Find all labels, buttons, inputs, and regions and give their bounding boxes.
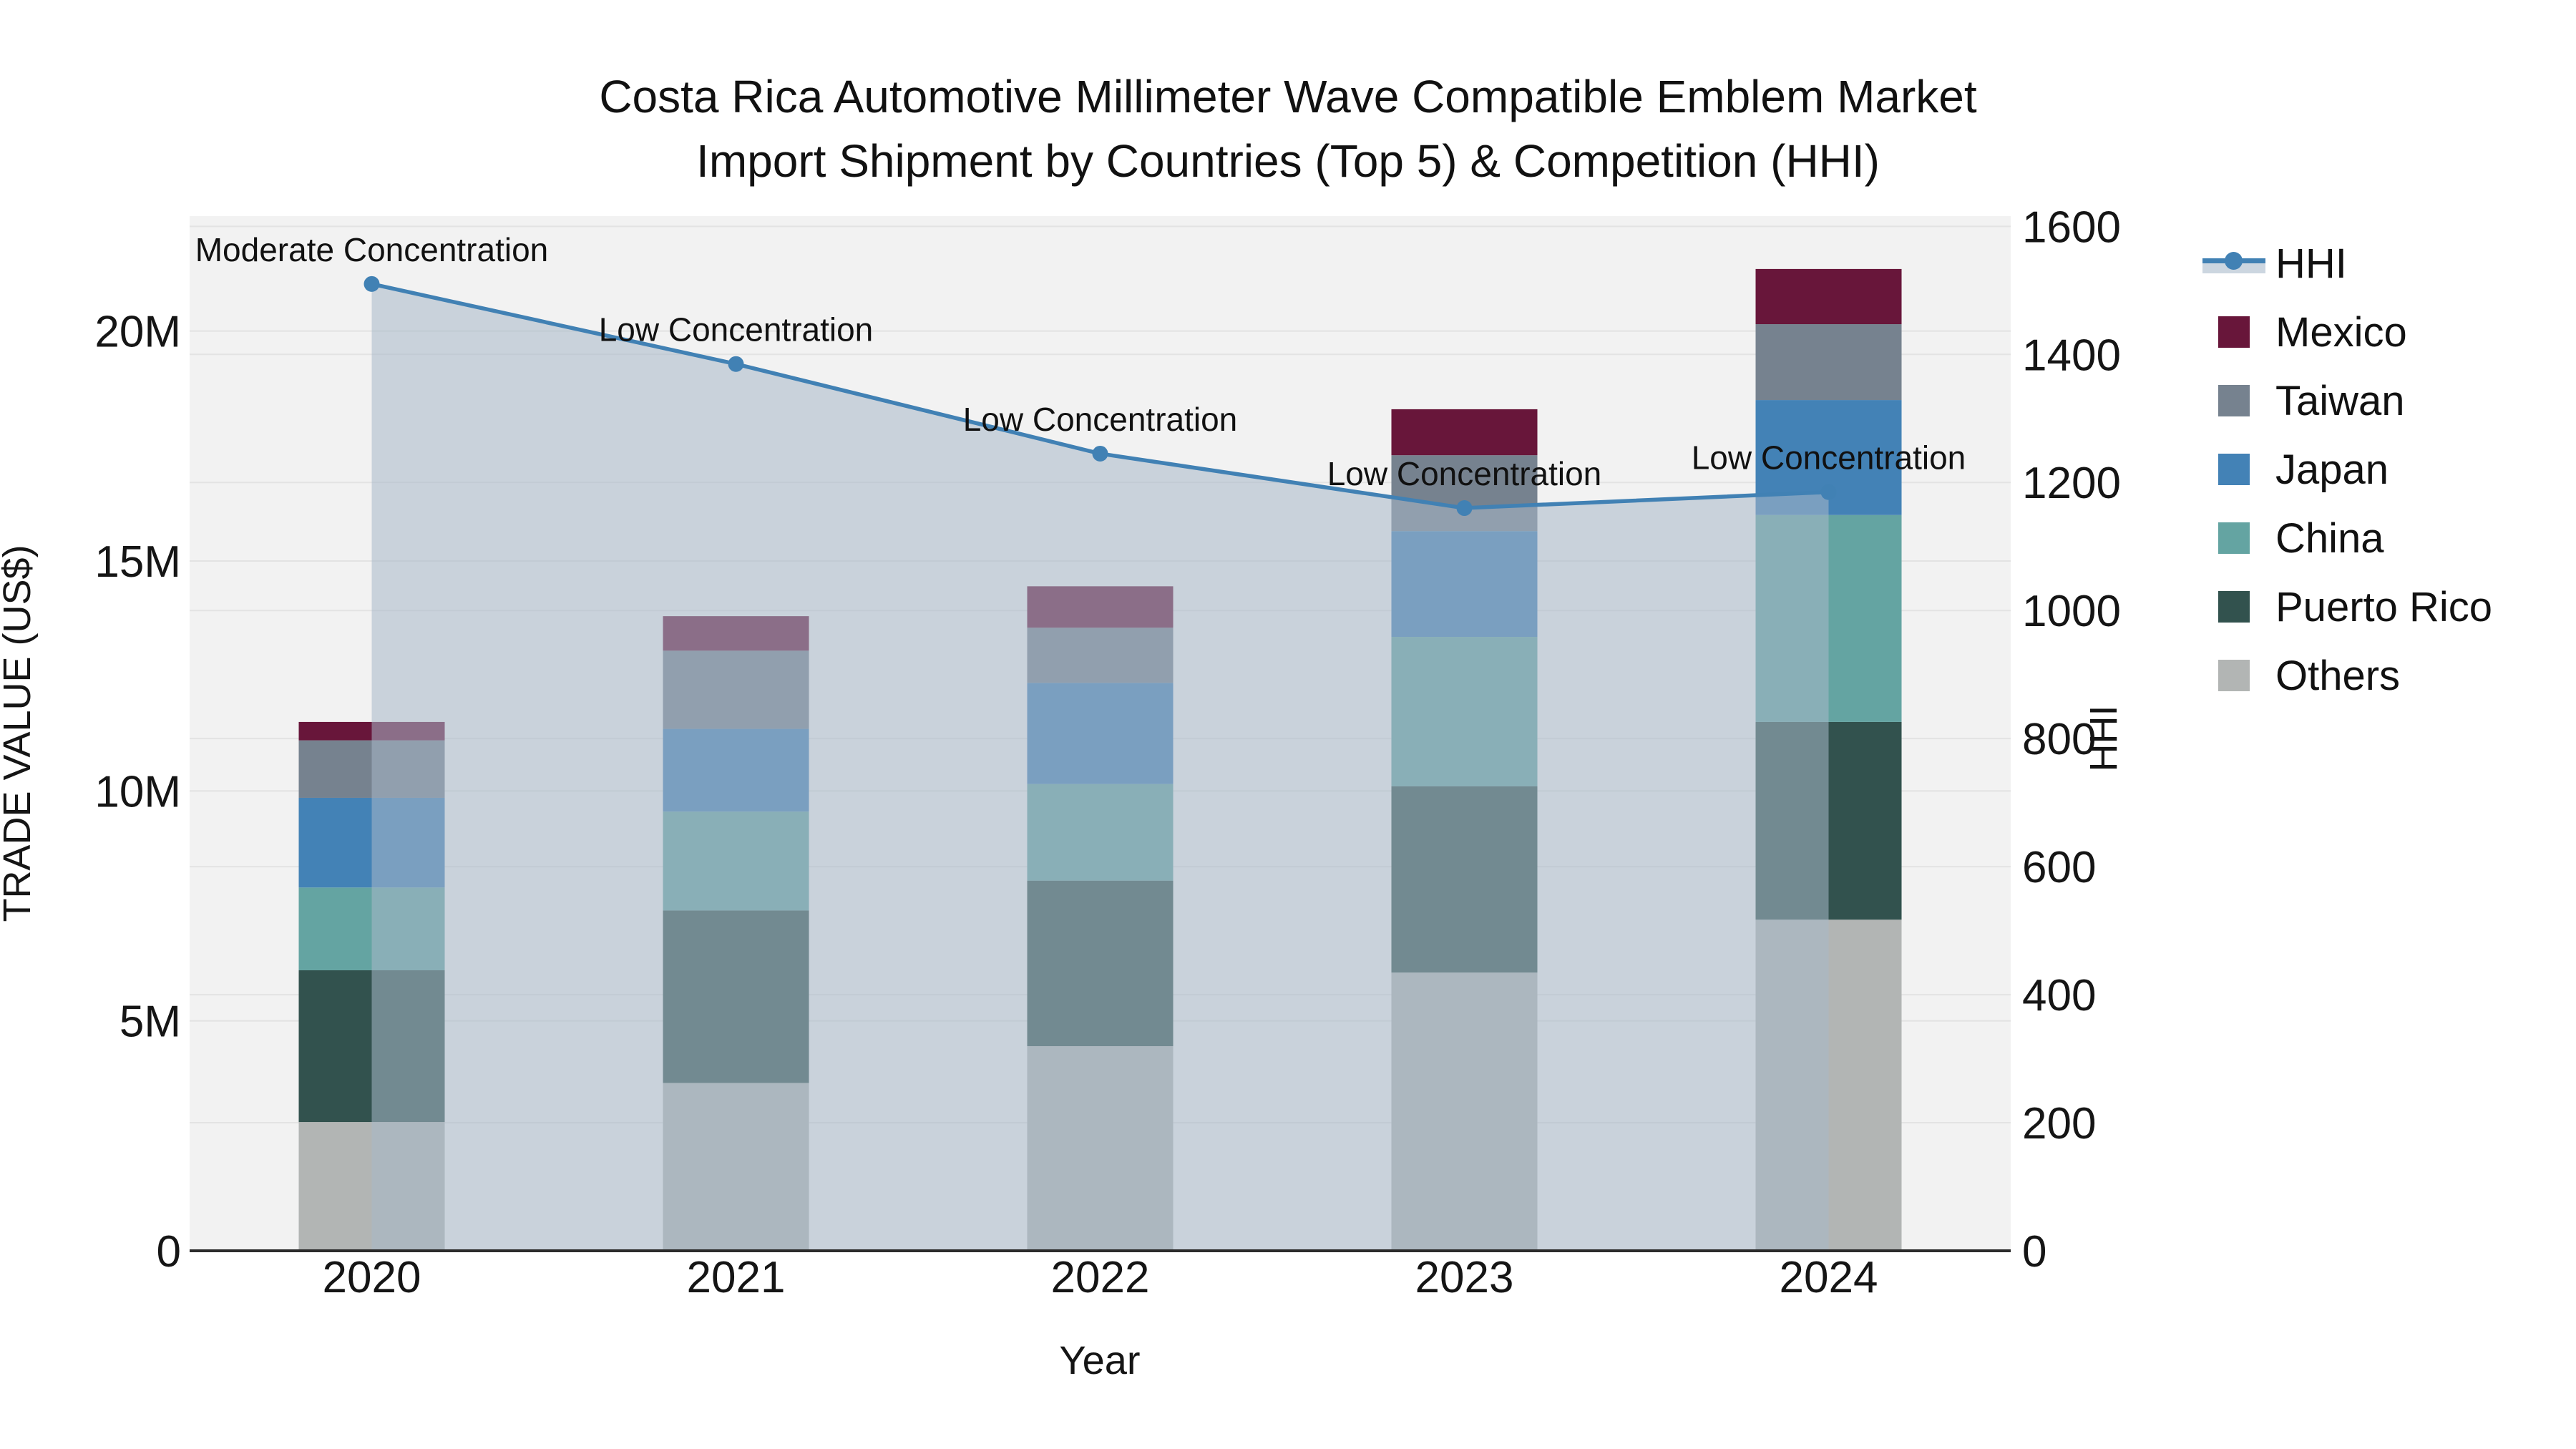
legend-label: Others — [2275, 652, 2401, 699]
y2-tick-1600: 1600 — [2022, 203, 2121, 252]
x-tick-2023: 2023 — [1415, 1253, 1514, 1302]
y2-tick-400: 400 — [2022, 971, 2096, 1020]
hhi-area-fill — [371, 283, 1829, 1251]
y2-tick-600: 600 — [2022, 843, 2096, 892]
annotation-2023: Low Concentration — [1327, 455, 1602, 492]
swatch-china — [2218, 522, 2250, 554]
legend-label: HHI — [2275, 240, 2347, 287]
annotation-2022: Low Concentration — [963, 401, 1238, 438]
legend-item-puerto-rico[interactable]: Puerto Rico — [2202, 584, 2492, 630]
legend-item-china[interactable]: China — [2202, 515, 2492, 562]
annotation-2020: Moderate Concentration — [195, 231, 549, 268]
legend-item-taiwan[interactable]: Taiwan — [2202, 378, 2492, 424]
swatch-others — [2218, 660, 2250, 691]
legend-label: Japan — [2275, 446, 2389, 493]
legend-swatch-icon — [2202, 590, 2265, 624]
legend-label: Taiwan — [2275, 377, 2405, 424]
y-axis-label: TRADE VALUE (US$) — [0, 545, 39, 922]
x-tick-2024: 2024 — [1780, 1253, 1878, 1302]
x-tick-2021: 2021 — [687, 1253, 786, 1302]
x-tick-2022: 2022 — [1051, 1253, 1150, 1302]
bar-segment-2024-taiwan[interactable] — [1755, 324, 1902, 401]
chart-title: Costa Rica Automotive Millimeter Wave Co… — [0, 64, 2576, 193]
hhi-marker-2022[interactable] — [1092, 445, 1108, 462]
legend-swatch-icon — [2202, 384, 2265, 418]
y2-tick-0: 0 — [2022, 1227, 2046, 1277]
y-tick-0: 0 — [157, 1227, 181, 1277]
bar-segment-2024-mexico[interactable] — [1755, 268, 1902, 325]
hhi-marker-2023[interactable] — [1456, 500, 1473, 517]
y-tick-15M: 15M — [94, 537, 181, 587]
legend-item-others[interactable]: Others — [2202, 653, 2492, 699]
legend-label: Puerto Rico — [2275, 583, 2493, 630]
annotation-2021: Low Concentration — [599, 311, 874, 348]
y2-tick-200: 200 — [2022, 1099, 2096, 1148]
swatch-taiwan — [2218, 385, 2250, 416]
swatch-japan — [2218, 454, 2250, 485]
y2-tick-1000: 1000 — [2022, 587, 2121, 636]
hhi-line-icon — [2202, 246, 2265, 280]
y-tick-10M: 10M — [94, 767, 181, 816]
y2-tick-1400: 1400 — [2022, 331, 2121, 380]
legend-swatch-icon — [2202, 452, 2265, 487]
chart-title-line1: Costa Rica Automotive Millimeter Wave Co… — [599, 71, 1977, 122]
x-tick-2020: 2020 — [323, 1253, 421, 1302]
bar-segment-2023-mexico[interactable] — [1391, 409, 1538, 456]
legend-item-hhi[interactable]: HHI — [2202, 240, 2492, 287]
y2-axis-label: HHI — [2082, 706, 2125, 772]
hhi-sample-dot — [2225, 252, 2243, 270]
legend-label: Mexico — [2275, 308, 2407, 356]
chart-title-line2: Import Shipment by Countries (Top 5) & C… — [696, 135, 1880, 187]
swatch-mexico — [2218, 316, 2250, 348]
hhi-marker-2021[interactable] — [728, 356, 744, 372]
legend-item-japan[interactable]: Japan — [2202, 447, 2492, 493]
y2-tick-1200: 1200 — [2022, 459, 2121, 508]
legend-label: China — [2275, 514, 2384, 562]
hhi-marker-2024[interactable] — [1820, 484, 1837, 500]
legend-swatch-icon — [2202, 315, 2265, 349]
hhi-marker-2020[interactable] — [364, 275, 380, 292]
swatch-puerto-rico — [2218, 591, 2250, 623]
y-tick-20M: 20M — [94, 308, 181, 357]
annotation-2024: Low Concentration — [1692, 439, 1966, 477]
x-axis-label: Year — [1059, 1337, 1140, 1382]
legend-swatch-icon — [2202, 521, 2265, 555]
legend-swatch-icon — [2202, 658, 2265, 693]
y-tick-5M: 5M — [119, 997, 181, 1047]
y2-tick-800: 800 — [2022, 715, 2096, 764]
legend-item-mexico[interactable]: Mexico — [2202, 309, 2492, 356]
legend: HHI Mexico Taiwan Japan China Puerto Rico Othe… — [2202, 240, 2492, 724]
